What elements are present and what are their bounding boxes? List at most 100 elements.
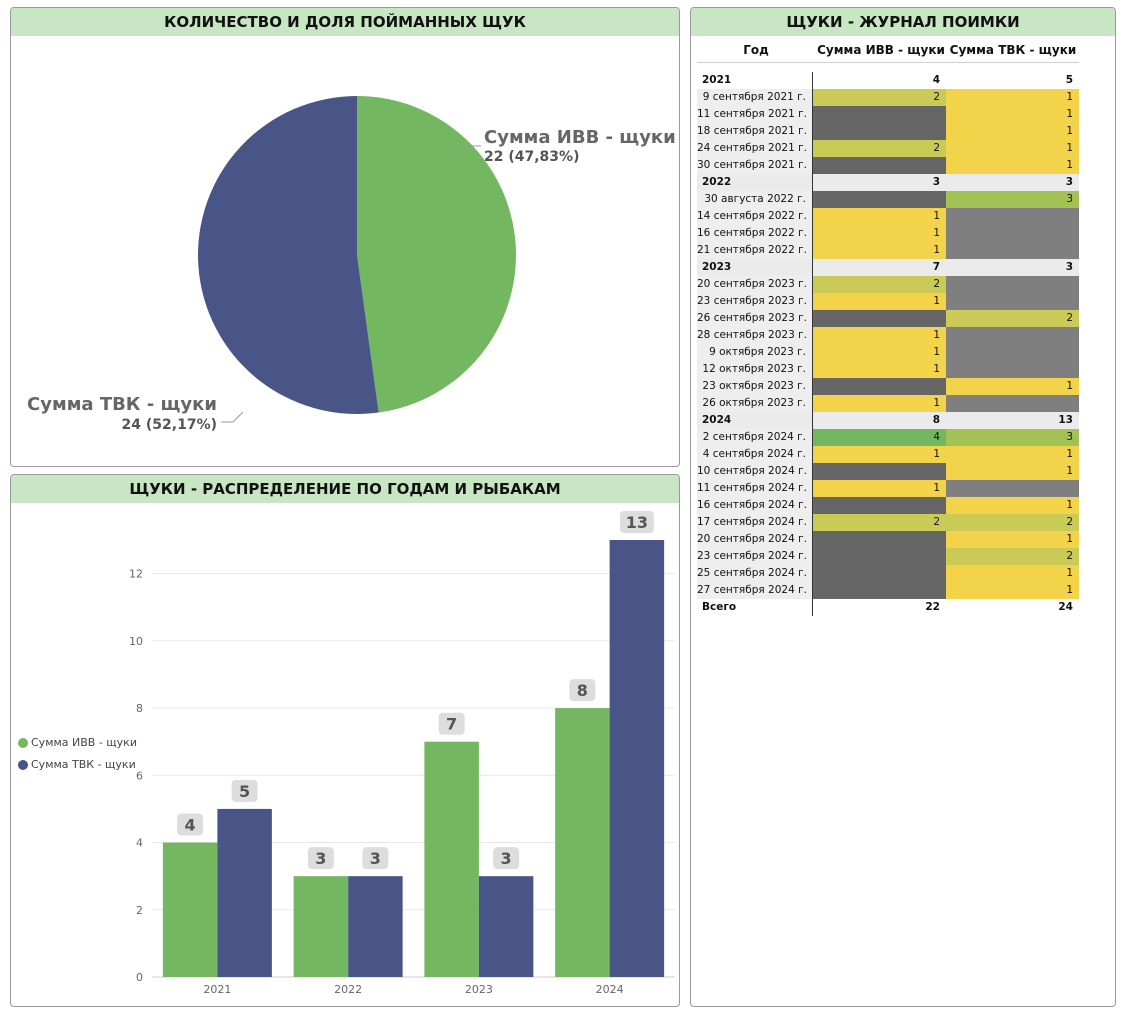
table-row[interactable]: 11 сентября 2021 г. 1 xyxy=(697,106,1079,123)
bar-tvk[interactable] xyxy=(609,540,665,977)
table-row-year[interactable]: 2024 8 13 xyxy=(697,412,1079,429)
bar-ivv[interactable] xyxy=(424,741,479,977)
table-row[interactable]: 18 сентября 2021 г. 1 xyxy=(697,123,1079,140)
cell-tvk: 2 xyxy=(946,310,1079,327)
cell-ivv: 3 xyxy=(932,176,940,188)
cell-ivv xyxy=(813,565,946,582)
legend-item-ivv[interactable]: Сумма ИВВ - щуки xyxy=(18,736,137,749)
pie-slice-tvk[interactable] xyxy=(197,96,379,414)
row-label: 26 октября 2023 г. xyxy=(697,395,813,412)
y-tick-label: 8 xyxy=(136,702,143,715)
table-row[interactable]: 27 сентября 2024 г. 1 xyxy=(697,582,1079,599)
pie-slice-ivv[interactable] xyxy=(357,96,516,413)
table-row[interactable]: 26 сентября 2023 г. 2 xyxy=(697,310,1079,327)
row-label: 20 сентября 2023 г. xyxy=(697,276,813,293)
table-row[interactable]: 9 октября 2023 г. 1 xyxy=(697,344,1079,361)
row-label: 26 сентября 2023 г. xyxy=(697,310,813,327)
table-row[interactable]: 10 сентября 2024 г. 1 xyxy=(697,463,1079,480)
table-row[interactable]: 23 октября 2023 г. 1 xyxy=(697,378,1079,395)
cell-ivv: 1 xyxy=(813,327,946,344)
column-header-ivv[interactable]: Сумма ИВВ - щуки xyxy=(817,43,945,57)
bar-tvk[interactable] xyxy=(478,876,534,977)
table-row[interactable]: 12 октября 2023 г. 1 xyxy=(697,361,1079,378)
cell-tvk: 3 xyxy=(946,191,1079,208)
bar-tvk[interactable] xyxy=(348,876,403,977)
row-label: 23 октября 2023 г. xyxy=(697,378,813,395)
table-row[interactable]: 17 сентября 2024 г. 2 2 xyxy=(697,514,1079,531)
row-label: 10 сентября 2024 г. xyxy=(697,463,813,480)
cell-tvk: 1 xyxy=(946,89,1079,106)
bar-ivv[interactable] xyxy=(293,876,349,977)
cell-tvk xyxy=(946,208,1079,225)
row-label: 23 сентября 2023 г. xyxy=(697,293,813,310)
table-row[interactable]: 9 сентября 2021 г. 2 1 xyxy=(697,89,1079,106)
table-row[interactable]: 4 сентября 2024 г. 1 1 xyxy=(697,446,1079,463)
cell-tvk: 1 xyxy=(946,378,1079,395)
table-row[interactable]: 26 октября 2023 г. 1 xyxy=(697,395,1079,412)
table-row[interactable]: 23 сентября 2024 г. 2 xyxy=(697,548,1079,565)
legend-item-tvk[interactable]: Сумма ТВК - щуки xyxy=(18,758,136,771)
cell-tvk: 13 xyxy=(1058,414,1073,426)
x-tick-label: 2024 xyxy=(596,983,624,996)
table-row[interactable]: 30 августа 2022 г. 3 xyxy=(697,191,1079,208)
cell-ivv xyxy=(813,463,946,480)
row-label: 9 октября 2023 г. xyxy=(697,344,813,361)
catch-log-panel: ЩУКИ - ЖУРНАЛ ПОИМКИ Год Сумма ИВВ - щук… xyxy=(690,7,1116,1007)
table-row[interactable]: 20 сентября 2023 г. 2 xyxy=(697,276,1079,293)
column-header-tvk[interactable]: Сумма ТВК - щуки xyxy=(949,43,1077,57)
table-row[interactable]: 23 сентября 2023 г. 1 xyxy=(697,293,1079,310)
cell-ivv xyxy=(813,378,946,395)
table-row[interactable]: 30 сентября 2021 г. 1 xyxy=(697,157,1079,174)
table-row-total[interactable]: Всего 22 24 xyxy=(697,599,1079,616)
data-label-box xyxy=(231,779,258,802)
table-row[interactable]: 2 сентября 2024 г. 4 3 xyxy=(697,429,1079,446)
cell-tvk: 1 xyxy=(946,582,1079,599)
y-tick-label: 10 xyxy=(129,635,143,648)
cell-ivv: 1 xyxy=(813,344,946,361)
cell-ivv: 4 xyxy=(932,74,940,86)
x-tick-label: 2023 xyxy=(465,983,493,996)
cell-ivv: 1 xyxy=(813,293,946,310)
column-header-year[interactable]: Год xyxy=(743,43,769,57)
table-row[interactable]: 14 сентября 2022 г. 1 xyxy=(697,208,1079,225)
pie-chart-title: КОЛИЧЕСТВО И ДОЛЯ ПОЙМАННЫХ ЩУК xyxy=(11,8,679,36)
table-row[interactable]: 16 сентября 2024 г. 1 xyxy=(697,497,1079,514)
cell-ivv: 1 xyxy=(813,361,946,378)
table-row[interactable]: 11 сентября 2024 г. 1 xyxy=(697,480,1079,497)
data-label: 7 xyxy=(446,715,457,734)
row-label: 11 сентября 2021 г. xyxy=(697,106,813,123)
cell-ivv xyxy=(813,157,946,174)
row-label: 12 октября 2023 г. xyxy=(697,361,813,378)
data-label: 8 xyxy=(577,681,588,700)
bar-ivv[interactable] xyxy=(162,842,218,977)
cell-ivv: 2 xyxy=(813,89,946,106)
cell-tvk: 3 xyxy=(1065,176,1073,188)
row-label: 17 сентября 2024 г. xyxy=(697,514,813,531)
data-label-box xyxy=(569,679,596,702)
y-tick-label: 12 xyxy=(129,568,143,581)
table-row[interactable]: 16 сентября 2022 г. 1 xyxy=(697,225,1079,242)
cell-ivv xyxy=(813,548,946,565)
table-row[interactable]: 21 сентября 2022 г. 1 xyxy=(697,242,1079,259)
pie-label-ivv-name: Сумма ИВВ - щуки xyxy=(484,127,676,148)
bar-ivv[interactable] xyxy=(555,708,610,977)
table-row-year[interactable]: 2022 3 3 xyxy=(697,174,1079,191)
cell-ivv: 2 xyxy=(813,140,946,157)
table-row-year[interactable]: 2023 7 3 xyxy=(697,259,1079,276)
cell-ivv: 22 xyxy=(925,601,940,613)
table-row[interactable]: 25 сентября 2024 г. 1 xyxy=(697,565,1079,582)
table-row[interactable]: 24 сентября 2021 г. 2 1 xyxy=(697,140,1079,157)
bar-tvk[interactable] xyxy=(217,808,272,977)
leader-line-tvk xyxy=(221,411,244,423)
table-row-year[interactable]: 2021 4 5 xyxy=(697,72,1079,89)
table-row[interactable]: 28 сентября 2023 г. 1 xyxy=(697,327,1079,344)
bar-chart-panel: ЩУКИ - РАСПРЕДЕЛЕНИЕ ПО ГОДАМ И РЫБАКАМ … xyxy=(10,474,680,1007)
cell-tvk: 24 xyxy=(1058,601,1073,613)
row-label: 2022 xyxy=(697,174,813,191)
table-row[interactable]: 20 сентября 2024 г. 1 xyxy=(697,531,1079,548)
pie-label-tvk-value: 24 (52,17%) xyxy=(122,417,217,433)
leader-line-ivv xyxy=(458,145,481,158)
row-label: 30 августа 2022 г. xyxy=(697,191,813,208)
cell-ivv: 1 xyxy=(813,208,946,225)
cell-ivv xyxy=(813,106,946,123)
